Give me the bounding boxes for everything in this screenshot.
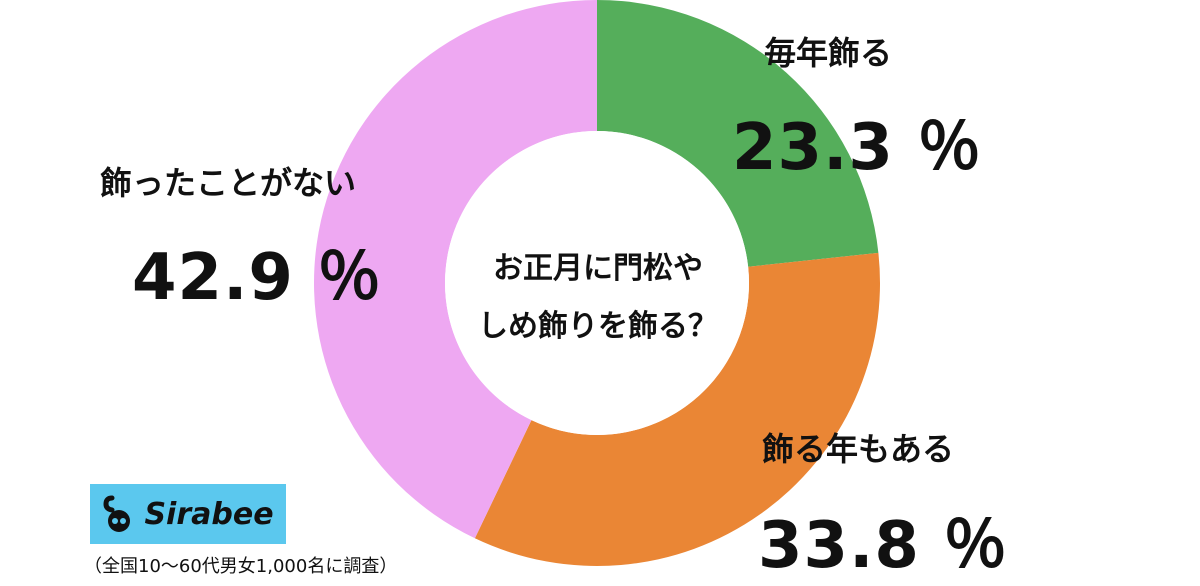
donut-slices	[313, 0, 880, 566]
slice-label-every-year: 毎年飾る	[764, 34, 893, 72]
slice-label-some-years: 飾る年もある	[762, 430, 955, 468]
center-text-line-1: お正月に門松や	[493, 251, 703, 286]
center-text-line-2: しめ飾りを飾る？	[478, 309, 718, 344]
donut-slice-some-years	[474, 252, 880, 566]
sirabee-logo-icon	[103, 495, 131, 532]
chart-center-question: お正月に門松や しめ飾りを飾る？	[478, 240, 718, 356]
survey-footnote: （全国10〜60代男女1,000名に調査）	[84, 556, 398, 577]
donut-hole	[445, 131, 749, 435]
slice-value-some-years: 33.8 ％	[758, 509, 1009, 583]
donut-slice-never	[313, 0, 597, 539]
sirabee-logo-text: Sirabee	[144, 496, 274, 532]
sirabee-logo: Sirabee	[90, 484, 286, 544]
slice-label-never: 飾ったことがない	[100, 164, 357, 202]
slice-value-never: 42.9 ％	[132, 241, 383, 315]
slice-value-every-year: 23.3 ％	[732, 111, 983, 185]
donut-slice-every-year	[597, 0, 879, 267]
